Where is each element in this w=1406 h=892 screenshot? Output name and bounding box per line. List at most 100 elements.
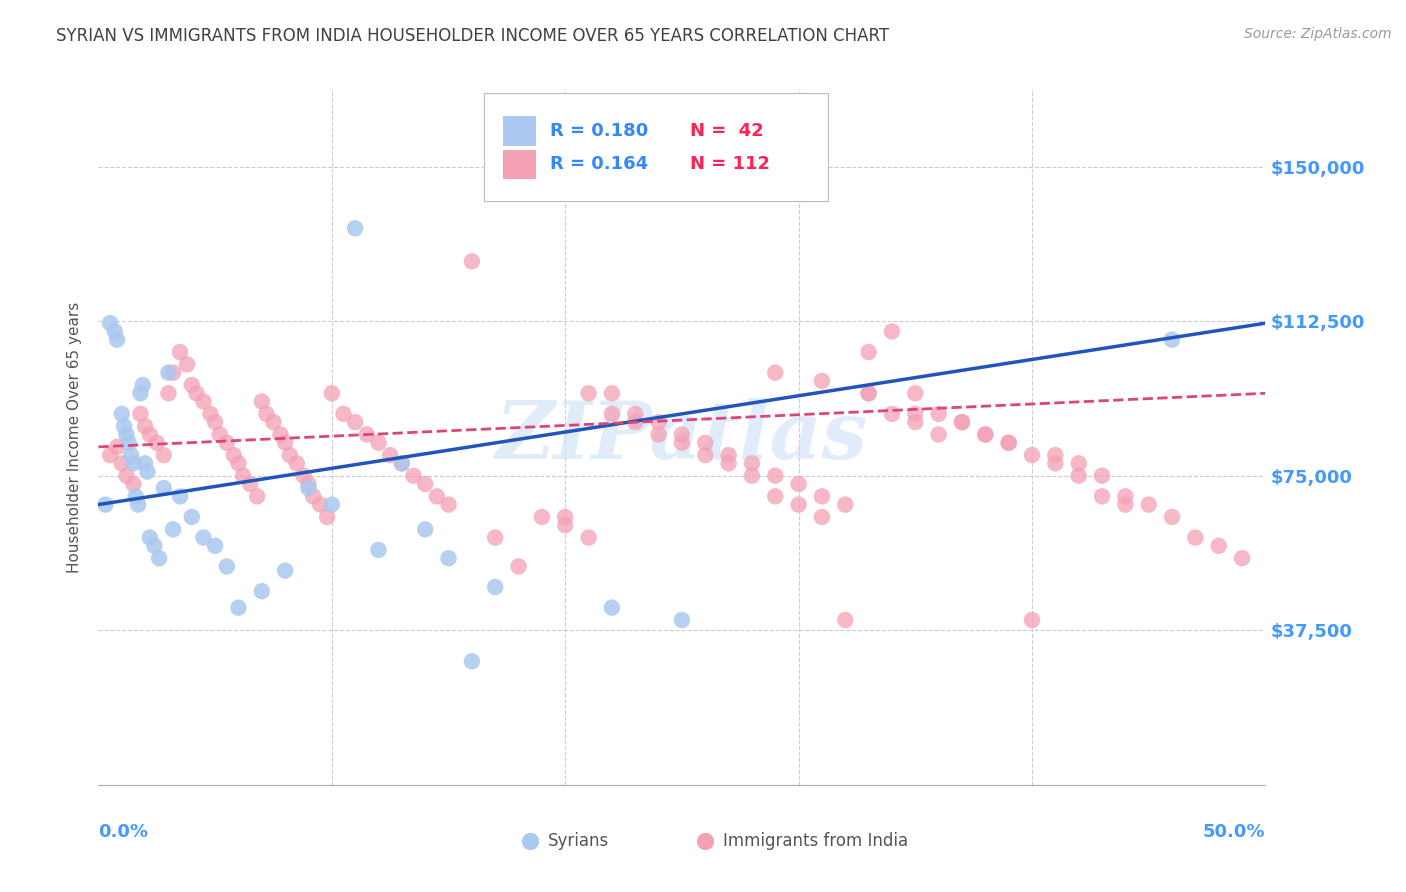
Point [146, 435, 169, 450]
Point [162, 522, 184, 536]
Point [1230, 551, 1253, 566]
Point [717, 448, 740, 462]
Point [105, 333, 128, 347]
Point [578, 531, 600, 545]
Point [741, 468, 763, 483]
Point [437, 551, 460, 566]
Point [834, 613, 856, 627]
Point [461, 254, 484, 268]
FancyBboxPatch shape [503, 150, 536, 179]
Point [228, 456, 250, 470]
Point [904, 407, 927, 421]
Point [1045, 456, 1067, 470]
Point [193, 531, 215, 545]
Point [180, 510, 202, 524]
Point [250, 584, 273, 599]
Point [250, 394, 273, 409]
Point [717, 456, 740, 470]
Point [94, 498, 117, 512]
Point [437, 498, 460, 512]
Point [302, 489, 325, 503]
Point [1067, 468, 1090, 483]
Point [763, 489, 786, 503]
Text: Syrians: Syrians [548, 831, 609, 849]
Point [120, 448, 142, 462]
Point [811, 510, 834, 524]
Point [1208, 539, 1230, 553]
Point [763, 468, 786, 483]
Point [391, 456, 413, 470]
Text: SYRIAN VS IMMIGRANTS FROM INDIA HOUSEHOLDER INCOME OVER 65 YEARS CORRELATION CHA: SYRIAN VS IMMIGRANTS FROM INDIA HOUSEHOL… [56, 27, 890, 45]
Point [461, 654, 484, 668]
Text: N =  42: N = 42 [690, 122, 763, 140]
Point [246, 489, 269, 503]
Point [176, 358, 198, 372]
Point [1021, 613, 1043, 627]
Point [274, 564, 297, 578]
FancyBboxPatch shape [503, 116, 536, 145]
Point [152, 448, 174, 462]
Point [1114, 498, 1136, 512]
Point [624, 407, 647, 421]
Point [228, 600, 250, 615]
Point [134, 419, 156, 434]
Point [143, 539, 166, 553]
Point [928, 427, 950, 442]
Point [297, 481, 319, 495]
Point [600, 600, 623, 615]
Point [100, 778, 122, 792]
Point [344, 415, 367, 429]
Point [118, 435, 141, 450]
Point [1021, 448, 1043, 462]
Point [578, 386, 600, 401]
Point [98, 316, 121, 330]
Point [132, 378, 155, 392]
Point [269, 427, 291, 442]
Point [274, 435, 297, 450]
Text: Source: ZipAtlas.com: Source: ZipAtlas.com [1244, 27, 1392, 41]
Point [134, 456, 156, 470]
Point [193, 394, 215, 409]
Point [554, 518, 576, 533]
Point [162, 366, 184, 380]
Point [232, 468, 254, 483]
Point [222, 448, 245, 462]
Text: Immigrants from India: Immigrants from India [723, 831, 908, 849]
Point [112, 419, 135, 434]
Point [647, 427, 669, 442]
Point [367, 543, 389, 558]
Point [904, 386, 927, 401]
Text: R = 0.180: R = 0.180 [550, 122, 648, 140]
Point [111, 456, 134, 470]
Point [530, 510, 553, 524]
Point [180, 378, 202, 392]
Point [671, 435, 693, 450]
Point [1091, 468, 1114, 483]
Point [1184, 531, 1206, 545]
Point [858, 386, 880, 401]
Point [811, 489, 834, 503]
Point [332, 407, 354, 421]
Point [763, 366, 786, 380]
Point [484, 531, 506, 545]
Point [98, 448, 121, 462]
Point [129, 407, 152, 421]
Point [316, 510, 339, 524]
Point [139, 531, 162, 545]
Point [367, 435, 389, 450]
Point [787, 498, 810, 512]
Point [278, 448, 301, 462]
Point [997, 435, 1019, 450]
Point [356, 427, 378, 442]
Point [928, 407, 950, 421]
Point [624, 415, 647, 429]
Point [262, 415, 284, 429]
Point [647, 415, 669, 429]
Point [600, 386, 623, 401]
Point [834, 498, 856, 512]
Point [122, 477, 145, 491]
Point [811, 374, 834, 388]
Point [880, 325, 903, 339]
Point [741, 456, 763, 470]
Point [136, 465, 159, 479]
